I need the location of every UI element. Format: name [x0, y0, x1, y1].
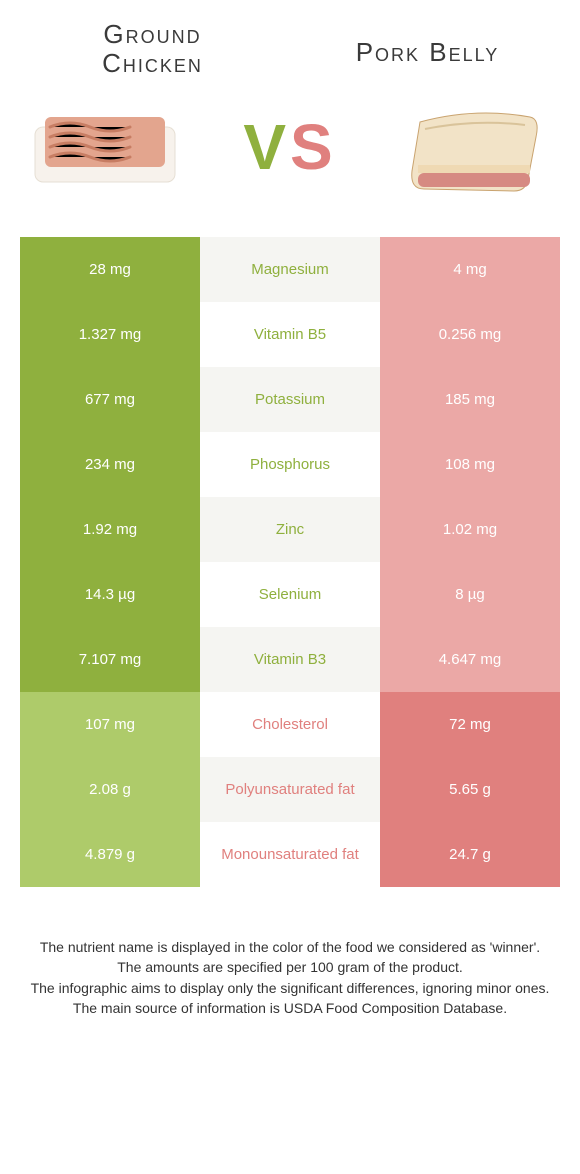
value-left: 1.92 mg	[20, 497, 200, 562]
value-right: 4 mg	[380, 237, 560, 302]
food-left-image	[20, 87, 190, 207]
nutrient-label: Polyunsaturated fat	[200, 757, 380, 822]
nutrient-label: Selenium	[200, 562, 380, 627]
value-left: 7.107 mg	[20, 627, 200, 692]
table-row: 1.92 mgZinc1.02 mg	[20, 497, 560, 562]
value-left: 14.3 µg	[20, 562, 200, 627]
footnote-line: The infographic aims to display only the…	[30, 978, 550, 998]
value-left: 107 mg	[20, 692, 200, 757]
footnote-line: The amounts are specified per 100 gram o…	[30, 957, 550, 977]
nutrition-table: 28 mgMagnesium4 mg1.327 mgVitamin B50.25…	[20, 237, 560, 887]
value-right: 0.256 mg	[380, 302, 560, 367]
vs-v: V	[243, 111, 290, 183]
value-right: 4.647 mg	[380, 627, 560, 692]
value-right: 8 µg	[380, 562, 560, 627]
table-row: 234 mgPhosphorus108 mg	[20, 432, 560, 497]
table-row: 28 mgMagnesium4 mg	[20, 237, 560, 302]
value-right: 185 mg	[380, 367, 560, 432]
value-right: 24.7 g	[380, 822, 560, 887]
table-row: 4.879 gMonounsaturated fat24.7 g	[20, 822, 560, 887]
table-row: 1.327 mgVitamin B50.256 mg	[20, 302, 560, 367]
value-left: 2.08 g	[20, 757, 200, 822]
nutrient-label: Magnesium	[200, 237, 380, 302]
food-right-image	[390, 87, 560, 207]
nutrient-label: Zinc	[200, 497, 380, 562]
value-right: 1.02 mg	[380, 497, 560, 562]
table-row: 7.107 mgVitamin B34.647 mg	[20, 627, 560, 692]
food-left-title: GroundChicken	[40, 20, 265, 77]
table-row: 2.08 gPolyunsaturated fat5.65 g	[20, 757, 560, 822]
footnote-line: The main source of information is USDA F…	[30, 998, 550, 1018]
value-left: 1.327 mg	[20, 302, 200, 367]
vs-label: VS	[243, 115, 336, 179]
nutrient-label: Vitamin B3	[200, 627, 380, 692]
table-row: 14.3 µgSelenium8 µg	[20, 562, 560, 627]
value-left: 4.879 g	[20, 822, 200, 887]
nutrient-label: Vitamin B5	[200, 302, 380, 367]
value-left: 677 mg	[20, 367, 200, 432]
nutrient-label: Cholesterol	[200, 692, 380, 757]
value-right: 72 mg	[380, 692, 560, 757]
nutrient-label: Potassium	[200, 367, 380, 432]
comparison-infographic: GroundChicken Pork Belly VS	[0, 0, 580, 1058]
value-left: 28 mg	[20, 237, 200, 302]
table-row: 107 mgCholesterol72 mg	[20, 692, 560, 757]
table-row: 677 mgPotassium185 mg	[20, 367, 560, 432]
footnote-line: The nutrient name is displayed in the co…	[30, 937, 550, 957]
vs-s: S	[290, 111, 337, 183]
nutrient-label: Phosphorus	[200, 432, 380, 497]
food-right-title: Pork Belly	[315, 38, 540, 67]
value-right: 108 mg	[380, 432, 560, 497]
nutrient-label: Monounsaturated fat	[200, 822, 380, 887]
footnote: The nutrient name is displayed in the co…	[20, 937, 560, 1018]
header: GroundChicken Pork Belly	[20, 0, 560, 77]
value-right: 5.65 g	[380, 757, 560, 822]
hero-row: VS	[20, 77, 560, 237]
value-left: 234 mg	[20, 432, 200, 497]
